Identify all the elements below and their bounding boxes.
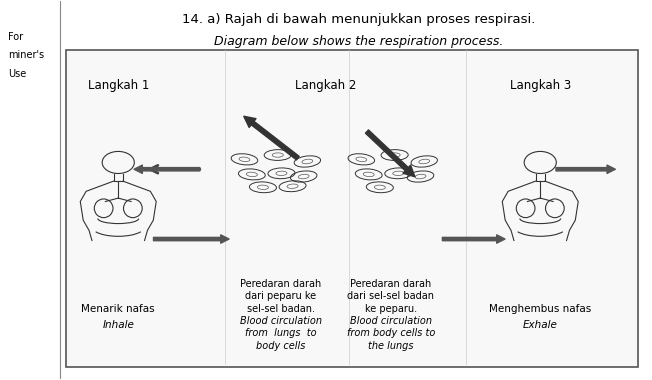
Text: Blood circulation: Blood circulation bbox=[239, 316, 321, 326]
Text: Exhale: Exhale bbox=[523, 320, 557, 329]
Text: the lungs: the lungs bbox=[368, 341, 413, 351]
Text: from  lungs  to: from lungs to bbox=[244, 328, 316, 339]
Text: miner's: miner's bbox=[8, 51, 44, 60]
Text: dari peparu ke: dari peparu ke bbox=[245, 291, 316, 301]
Text: Langkah 2: Langkah 2 bbox=[295, 79, 357, 92]
Text: Inhale: Inhale bbox=[102, 320, 134, 329]
Text: For: For bbox=[8, 32, 23, 41]
Text: ke peparu.: ke peparu. bbox=[365, 304, 417, 314]
Text: Langkah 3: Langkah 3 bbox=[510, 79, 571, 92]
Text: Menarik nafas: Menarik nafas bbox=[82, 304, 155, 315]
Text: from body cells to: from body cells to bbox=[347, 328, 435, 339]
Text: Menghembus nafas: Menghembus nafas bbox=[489, 304, 591, 315]
Text: Use: Use bbox=[8, 69, 26, 79]
Text: sel-sel badan.: sel-sel badan. bbox=[246, 304, 314, 314]
Text: dari sel-sel badan: dari sel-sel badan bbox=[348, 291, 434, 301]
Text: Langkah 1: Langkah 1 bbox=[87, 79, 149, 92]
Text: body cells: body cells bbox=[256, 341, 305, 351]
Text: Peredaran darah: Peredaran darah bbox=[350, 279, 432, 289]
Text: Blood circulation: Blood circulation bbox=[350, 316, 432, 326]
Text: Peredaran darah: Peredaran darah bbox=[240, 279, 321, 289]
Text: Diagram below shows the respiration process.: Diagram below shows the respiration proc… bbox=[214, 35, 503, 48]
Text: 14. a) Rajah di bawah menunjukkan proses respirasi.: 14. a) Rajah di bawah menunjukkan proses… bbox=[182, 13, 535, 26]
FancyBboxPatch shape bbox=[67, 51, 638, 367]
